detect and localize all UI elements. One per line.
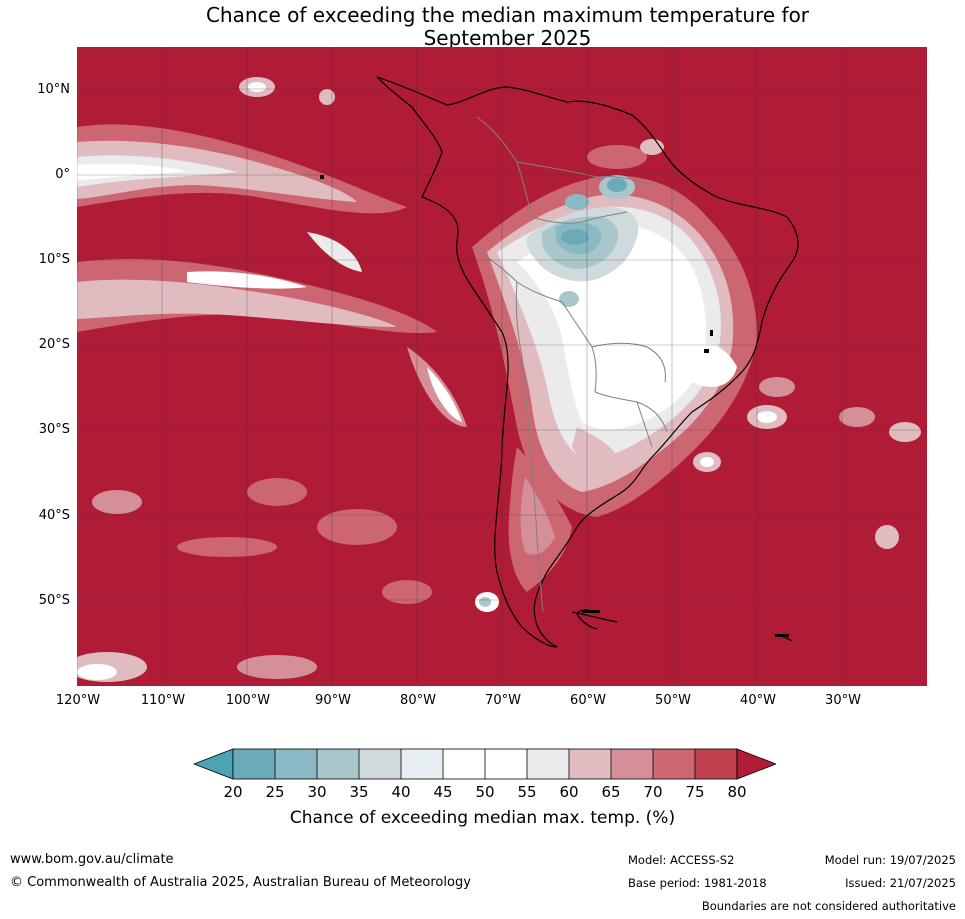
colorbar-bin-30-35 bbox=[317, 749, 359, 779]
colorbar-bin-25-30 bbox=[275, 749, 317, 779]
pacific-cool-tongue bbox=[77, 124, 467, 427]
colorbar-high-arrow bbox=[736, 748, 778, 780]
colorbar-bin-55-60 bbox=[527, 749, 569, 779]
colorbar-low-arrow bbox=[192, 748, 234, 780]
colorbar-bin-35-40 bbox=[359, 749, 401, 779]
lat-label-20s: 20°S bbox=[38, 337, 70, 352]
lon-label-100w: 100°W bbox=[225, 693, 271, 708]
colorbar-bin-75-80 bbox=[695, 749, 737, 779]
lon-label-80w: 80°W bbox=[400, 693, 436, 708]
colorbar-bin-45-50 bbox=[443, 749, 485, 779]
colorbar-tick-60: 60 bbox=[559, 783, 579, 801]
colorbar-tick-80: 80 bbox=[727, 783, 747, 801]
colorbar-tick-35: 35 bbox=[349, 783, 369, 801]
small-features bbox=[320, 175, 789, 637]
footer-website: www.bom.gov.au/climate bbox=[10, 852, 174, 867]
lon-label-30w: 30°W bbox=[825, 693, 861, 708]
colorbar-title: Chance of exceeding median max. temp. (%… bbox=[289, 808, 676, 828]
colorbar-bin-70-75 bbox=[653, 749, 695, 779]
colorbar bbox=[190, 745, 778, 785]
map-grid bbox=[76, 47, 927, 686]
lat-label-50s: 50°S bbox=[38, 593, 70, 608]
title-line-2: September 2025 bbox=[423, 26, 592, 50]
map-panel bbox=[67, 47, 927, 686]
colorbar-bin-50-55 bbox=[485, 749, 527, 779]
colorbar-graphic bbox=[192, 748, 778, 780]
footer-issued: Issued: 21/07/2025 bbox=[845, 876, 956, 890]
colorbar-tick-20: 20 bbox=[223, 783, 243, 801]
colorbar-tick-30: 30 bbox=[307, 783, 327, 801]
lon-label-70w: 70°W bbox=[485, 693, 521, 708]
colorbar-tick-50: 50 bbox=[475, 783, 495, 801]
footer-copyright: © Commonwealth of Australia 2025, Austra… bbox=[10, 875, 471, 890]
colorbar-bin-20-25 bbox=[233, 749, 275, 779]
footer-base-period: Base period: 1981-2018 bbox=[628, 876, 767, 890]
forecast-map bbox=[67, 47, 927, 686]
colorbar-tick-55: 55 bbox=[517, 783, 537, 801]
lon-label-50w: 50°W bbox=[655, 693, 691, 708]
colorbar-tick-40: 40 bbox=[391, 783, 411, 801]
coastline bbox=[376, 76, 799, 648]
colorbar-tick-65: 65 bbox=[601, 783, 621, 801]
colorbar-bin-65-70 bbox=[611, 749, 653, 779]
lon-label-110w: 110°W bbox=[140, 693, 186, 708]
colorbar-bin-60-65 bbox=[569, 749, 611, 779]
lon-label-60w: 60°W bbox=[570, 693, 606, 708]
lat-label-30s: 30°S bbox=[38, 422, 70, 437]
colorbar-tick-75: 75 bbox=[685, 783, 705, 801]
lat-label-10s: 10°S bbox=[38, 252, 70, 267]
lon-label-90w: 90°W bbox=[315, 693, 351, 708]
colorbar-tick-25: 25 bbox=[265, 783, 285, 801]
lon-label-120w: 120°W bbox=[55, 693, 101, 708]
lat-label-0: 0° bbox=[55, 167, 70, 182]
footer-disclaimer: Boundaries are not considered authoritat… bbox=[701, 899, 956, 913]
lon-label-40w: 40°W bbox=[740, 693, 776, 708]
colorbar-bin-40-45 bbox=[401, 749, 443, 779]
colorbar-tick-70: 70 bbox=[643, 783, 663, 801]
pacific-patches bbox=[67, 77, 432, 682]
footer-model: Model: ACCESS-S2 bbox=[628, 853, 735, 867]
country-borders bbox=[471, 116, 668, 613]
lat-label-40s: 40°S bbox=[38, 508, 70, 523]
footer-model-run: Model run: 19/07/2025 bbox=[824, 853, 956, 867]
title-line-1: Chance of exceeding the median maximum t… bbox=[205, 3, 810, 27]
chart-title: Chance of exceeding the median maximum t… bbox=[0, 4, 965, 50]
colorbar-tick-45: 45 bbox=[433, 783, 453, 801]
lat-label-10n: 10°N bbox=[37, 82, 70, 97]
